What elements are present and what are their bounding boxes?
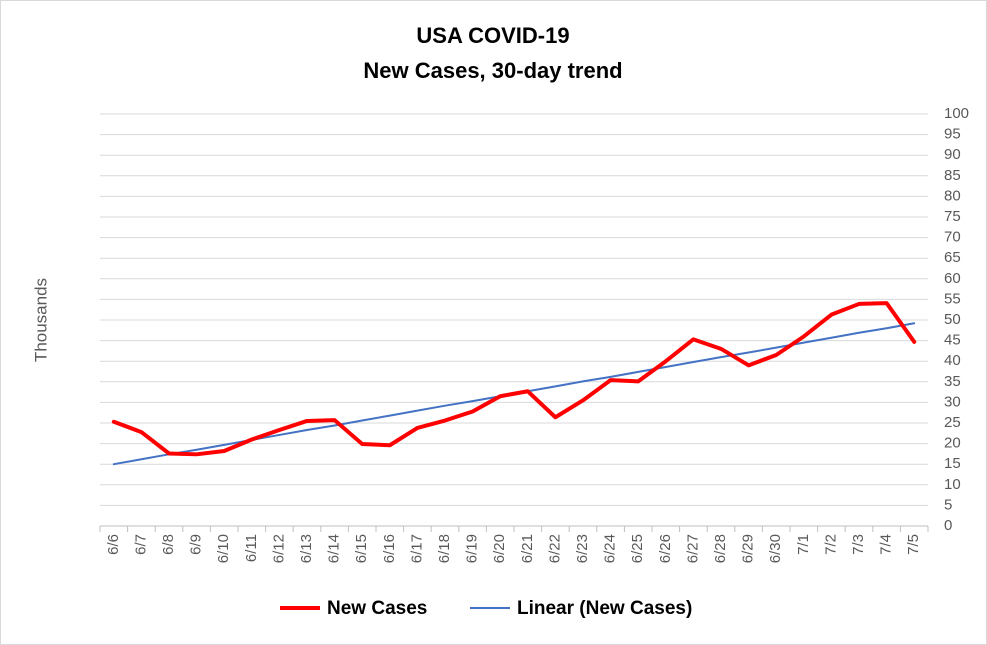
- y-tick-label: 40: [944, 352, 961, 369]
- x-tick-label: 6/24: [602, 534, 619, 563]
- x-tick-label: 6/22: [546, 534, 563, 563]
- y-tick-label: 20: [944, 435, 961, 452]
- x-tick-label: 6/30: [767, 534, 784, 563]
- x-tick-label: 7/4: [878, 534, 895, 555]
- y-tick-label: 50: [944, 311, 961, 328]
- x-tick-label: 6/19: [464, 534, 481, 563]
- x-tick-label: 6/28: [712, 534, 729, 563]
- x-tick-label: 6/26: [657, 534, 674, 563]
- x-tick-label: 6/8: [160, 534, 177, 555]
- x-tick-label: 6/13: [298, 534, 315, 563]
- series-line: [111, 301, 917, 457]
- y-tick-label: 60: [944, 270, 961, 287]
- y-tick-label: 10: [944, 476, 961, 493]
- y-tick-label: 85: [944, 167, 961, 184]
- x-tick-label: 6/10: [215, 534, 232, 563]
- chart-subtitle: New Cases, 30-day trend: [363, 58, 622, 83]
- x-tick-label: 6/25: [629, 534, 646, 563]
- y-tick-label: 90: [944, 146, 961, 163]
- y-tick-label: 100: [944, 105, 969, 122]
- y-tick-label: 75: [944, 208, 961, 225]
- x-tick-label: 6/23: [574, 534, 591, 563]
- x-tick-label: 6/11: [243, 534, 260, 562]
- legend-label: New Cases: [327, 598, 427, 619]
- x-tick-label: 7/2: [822, 534, 839, 555]
- x-tick-label: 6/27: [684, 534, 701, 563]
- y-tick-label: 70: [944, 229, 961, 246]
- chart-title: USA COVID-19: [416, 23, 569, 48]
- legend-label: Linear (New Cases): [517, 598, 692, 619]
- y-tick-label: 45: [944, 332, 961, 349]
- x-tick-label: 6/7: [132, 534, 149, 555]
- y-tick-label: 15: [944, 455, 961, 472]
- x-tick-label: 6/9: [188, 534, 205, 555]
- x-tick-label: 6/12: [270, 534, 287, 563]
- y-axis-label: Thousands: [31, 278, 50, 362]
- x-tick-label: 6/18: [436, 534, 453, 563]
- y-tick-label: 35: [944, 373, 961, 390]
- y-tick-label: 30: [944, 393, 961, 410]
- x-tick-label: 6/16: [381, 534, 398, 563]
- y-tick-label: 65: [944, 249, 961, 266]
- y-tick-label: 80: [944, 187, 961, 204]
- x-tick-label: 6/15: [353, 534, 370, 563]
- y-tick-label: 25: [944, 414, 961, 431]
- y-tick-label: 95: [944, 126, 961, 143]
- x-tick-label: 6/17: [408, 534, 425, 563]
- y-tick-label: 0: [944, 517, 952, 534]
- y-tick-label: 55: [944, 290, 961, 307]
- x-tick-label: 6/20: [491, 534, 508, 563]
- x-tick-label: 7/1: [795, 534, 812, 555]
- x-tick-label: 6/14: [326, 534, 343, 563]
- x-tick-label: 6/29: [740, 534, 757, 563]
- x-tick-label: 6/21: [519, 534, 536, 563]
- x-tick-label: 7/5: [905, 534, 922, 555]
- x-tick-label: 6/6: [105, 534, 122, 555]
- x-tick-label: 7/3: [850, 534, 867, 555]
- y-tick-label: 5: [944, 496, 952, 513]
